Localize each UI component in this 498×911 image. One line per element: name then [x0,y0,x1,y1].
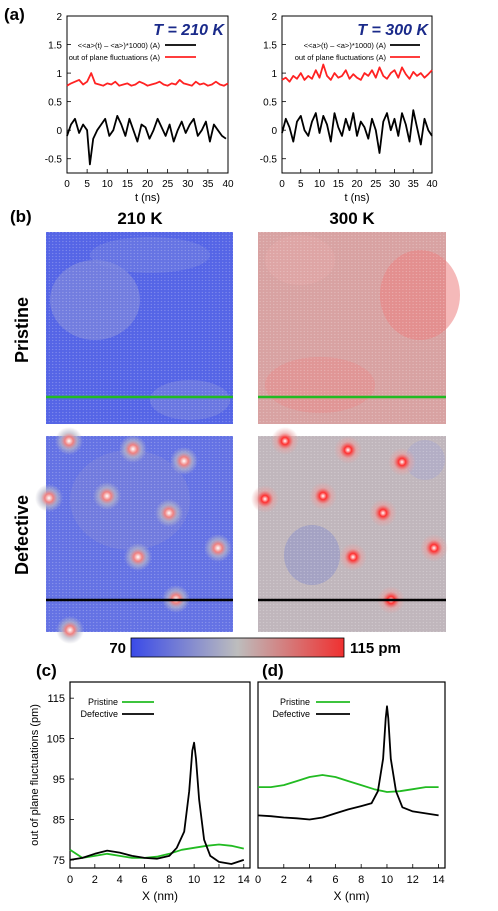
legend-label: Defective [80,709,118,719]
series-line [281,63,433,83]
y-tick-label: 85 [53,814,65,826]
y-tick-label: 75 [53,855,65,867]
chart-profile-210k: 0 2 4 6 8 10 12 14 75 85 95 105 115 Pristine Defective… [29,681,251,903]
x-tick-label: 20 [351,179,363,190]
legend-label: Defective [272,709,310,719]
y-tick-label: -0.5 [260,155,278,166]
legend-label: Pristine [88,697,118,707]
colorbar-min-label: 70 [109,640,126,657]
y-tick-label: 1.5 [263,41,277,52]
chart-300k-timeseries: 0 5 10 15 20 25 30 35 40 -0.5 0 0.5 1 1.5 2 <<a>(t) – <… [260,12,438,204]
y-tick-label: 0.5 [263,98,277,109]
chart-title: T = 210 K [153,22,225,39]
legend-label: out of plane fluctuations (A) [69,53,161,62]
x-axis-label: X (nm) [334,889,370,903]
x-tick-label: 25 [162,179,174,190]
x-axis-label: t (ns) [135,192,160,204]
map-defective-210k [35,427,233,644]
legend-label: <<a>(t) – <a>)*1000) (A) [78,41,161,50]
y-tick-label: 0 [56,126,62,137]
legend-label: Pristine [280,697,310,707]
x-tick-label: 4 [307,874,313,886]
series-line [69,741,245,865]
series-line [66,72,229,87]
legend-label: out of plane fluctuations (A) [295,53,387,62]
series-line [281,109,433,154]
x-tick-label: 14 [432,874,444,886]
x-tick-label: 0 [255,874,261,886]
x-tick-label: 30 [389,179,401,190]
x-tick-label: 12 [407,874,419,886]
x-tick-label: 4 [117,874,123,886]
x-tick-label: 0 [279,179,285,190]
x-tick-label: 8 [358,874,364,886]
map-pristine-300k [258,232,460,424]
x-tick-label: 35 [408,179,420,190]
y-tick-label: -0.5 [45,155,63,166]
x-tick-label: 2 [281,874,287,886]
panel-label-b: (b) [10,207,32,226]
x-tick-label: 6 [141,874,147,886]
map-pristine-210k [46,232,233,424]
x-axis-label: X (nm) [142,889,178,903]
x-tick-label: 10 [188,874,200,886]
x-tick-label: 10 [314,179,326,190]
x-tick-label: 25 [370,179,382,190]
x-tick-label: 10 [381,874,393,886]
x-tick-label: 0 [67,874,73,886]
x-tick-label: 5 [84,179,90,190]
x-tick-label: 5 [298,179,304,190]
x-tick-label: 15 [122,179,134,190]
chart-profile-300k: 0 2 4 6 8 10 12 14 Pristine Defective X (nm) [255,681,446,903]
panel-label-d: (d) [262,661,284,680]
y-tick-label: 0 [271,126,277,137]
y-axis-label: out of plane fluctuations (pm) [29,704,41,846]
map-row-label-pristine: Pristine [12,297,32,363]
colorbar [130,637,345,658]
y-tick-label: 115 [47,693,65,705]
x-tick-label: 35 [202,179,214,190]
x-tick-label: 40 [222,179,234,190]
map-col-label-300: 300 K [329,209,375,228]
colorbar-max-label: 115 pm [350,640,401,657]
x-tick-label: 2 [92,874,98,886]
chart-210k-timeseries: 0 5 10 15 20 25 30 35 40 -0.5 0 0.5 1 1.5 2 <<a>(t) – <… [45,12,234,204]
series-line [258,774,439,793]
plot-frame [281,15,433,174]
plot-frame [69,681,251,869]
x-axis-label: t (ns) [344,192,369,204]
plot-frame [257,681,446,869]
y-tick-label: 1 [271,69,277,80]
series-line [257,705,439,821]
panel-label-c: (c) [36,661,57,680]
y-tick-label: 2 [56,12,62,23]
x-tick-label: 15 [333,179,345,190]
panel-label-a: (a) [4,5,25,24]
y-tick-label: 2 [271,12,277,23]
map-row-label-defective: Defective [12,495,32,575]
y-tick-label: 0.5 [48,98,62,109]
x-tick-label: 14 [238,874,250,886]
chart-title: T = 300 K [357,22,429,39]
series-line [69,843,244,859]
y-tick-label: 105 [47,734,65,746]
x-tick-label: 20 [142,179,154,190]
series-line [66,115,227,166]
y-tick-label: 1.5 [48,41,62,52]
y-tick-label: 95 [53,774,65,786]
y-tick-label: 1 [56,69,62,80]
maps-section: 210 K 300 K Pristine Defective [12,209,460,658]
x-tick-label: 0 [64,179,70,190]
x-tick-label: 40 [426,179,438,190]
legend-label: <<a>(t) – <a>)*1000) (A) [304,41,387,50]
x-tick-label: 30 [182,179,194,190]
x-tick-label: 12 [213,874,225,886]
x-tick-label: 6 [332,874,338,886]
x-tick-label: 10 [102,179,114,190]
x-tick-label: 8 [166,874,172,886]
map-col-label-210: 210 K [117,209,163,228]
